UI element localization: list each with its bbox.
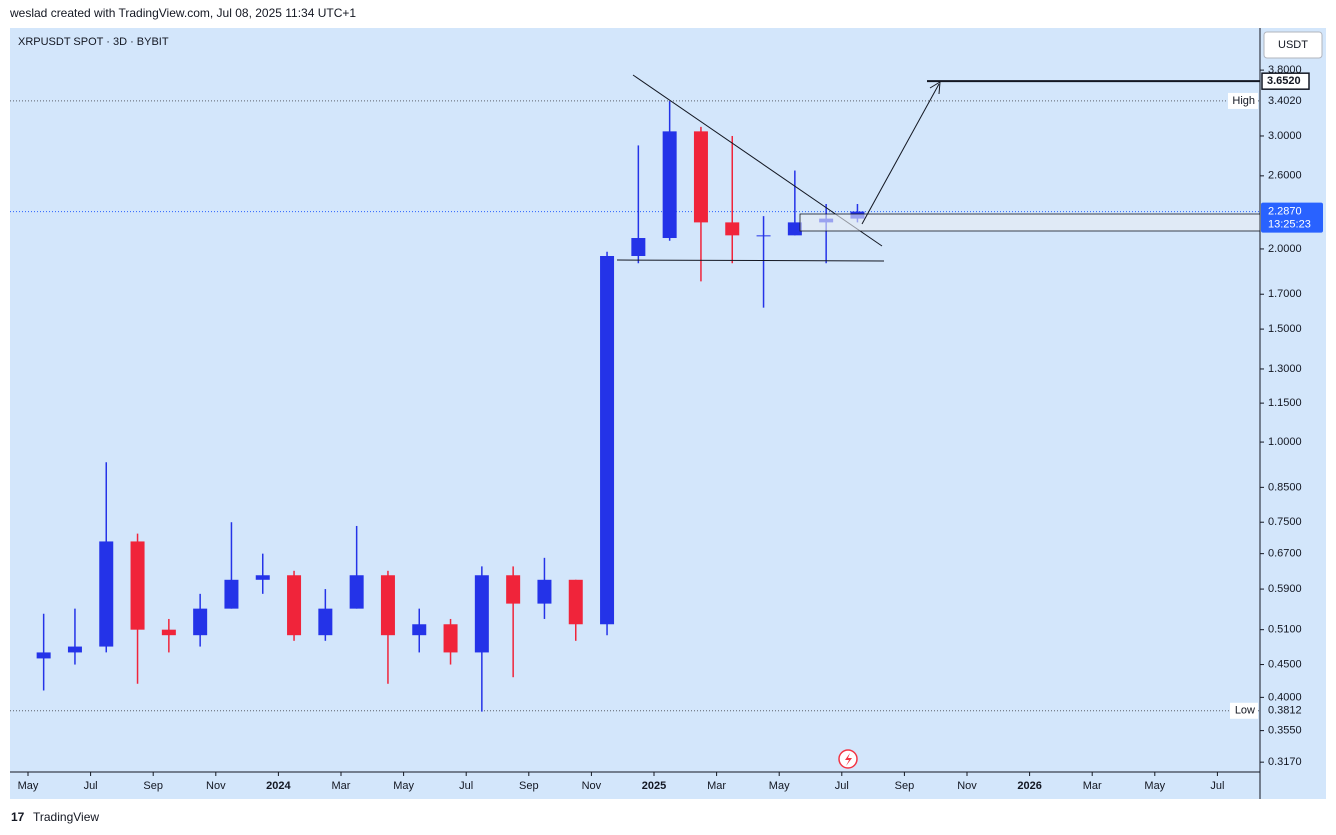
last-price-box — [1261, 202, 1323, 233]
x-tick-label: Mar — [1083, 780, 1102, 792]
candle-body — [725, 222, 740, 236]
candle-body — [756, 235, 771, 237]
y-tick-label: 1.1500 — [1268, 397, 1302, 409]
target-box — [1261, 72, 1310, 90]
time-axis-bg — [10, 772, 1326, 799]
footer: TradingView — [33, 810, 99, 824]
target-label: 3.6520 — [1267, 75, 1301, 87]
x-tick-label: Sep — [143, 780, 163, 792]
candle-body — [380, 575, 395, 636]
candle-body — [193, 608, 208, 636]
candle-body — [349, 575, 364, 609]
high-value: 3.4020 — [1268, 95, 1302, 107]
x-tick-label: Nov — [206, 780, 226, 792]
low-label-bg — [1230, 702, 1258, 719]
y-tick-label: 2.6000 — [1268, 170, 1302, 182]
x-tick-label: May — [1144, 780, 1165, 792]
candle-body — [255, 575, 270, 580]
candle-body — [662, 131, 677, 239]
candle-body — [99, 541, 114, 647]
x-tick-label: Nov — [957, 780, 977, 792]
event-bolt — [845, 753, 852, 766]
arrow — [861, 83, 940, 225]
currency-button[interactable] — [1263, 31, 1323, 59]
y-tick-label: 0.4500 — [1268, 658, 1302, 670]
x-tick-label: Nov — [582, 780, 602, 792]
candle-body — [67, 646, 82, 653]
price-axis-bg — [1260, 28, 1326, 772]
candle-body — [161, 629, 176, 636]
y-tick-label: 0.3550 — [1268, 725, 1302, 737]
high-label-bg — [1228, 92, 1258, 109]
candle-body — [224, 579, 239, 609]
logo-mark: 17 — [11, 810, 25, 824]
y-tick-label: 2.0000 — [1268, 243, 1302, 255]
x-tick-label: May — [393, 780, 414, 792]
x-tick-label: Jul — [459, 780, 473, 792]
y-tick-label: 1.3000 — [1268, 363, 1302, 375]
candle-body — [474, 575, 489, 653]
x-tick-label: 2024 — [266, 780, 291, 792]
header: weslad created with TradingView.com, Jul… — [9, 6, 356, 20]
x-tick-label: Mar — [332, 780, 351, 792]
x-tick-label: Sep — [895, 780, 915, 792]
low-value: 0.3812 — [1268, 705, 1302, 717]
x-tick-label: 2026 — [1017, 780, 1041, 792]
arrow-head — [929, 81, 941, 95]
x-tick-label: Mar — [707, 780, 726, 792]
plot-bg — [10, 28, 1260, 772]
y-tick-label: 1.7000 — [1268, 288, 1302, 300]
countdown: 13:25:23 — [1268, 218, 1311, 230]
range-box — [799, 213, 1261, 232]
y-tick-label: 1.5000 — [1268, 323, 1302, 335]
y-tick-label: 0.7500 — [1268, 516, 1302, 528]
candle-body — [631, 238, 646, 256]
y-tick-label: 0.5900 — [1268, 583, 1302, 595]
last-price: 2.2870 — [1268, 205, 1302, 217]
candle-body — [443, 624, 458, 653]
y-tick-label: 3.0000 — [1268, 130, 1302, 142]
low-label: Low — [1235, 705, 1255, 717]
x-tick-label: Jul — [1210, 780, 1224, 792]
candle-body — [568, 579, 583, 625]
candle-body — [412, 624, 427, 636]
y-tick-label: 0.8500 — [1268, 481, 1302, 493]
candle-body — [787, 222, 802, 236]
candle-body — [36, 652, 51, 659]
x-tick-label: 2025 — [642, 780, 666, 792]
x-tick-label: May — [18, 780, 39, 792]
y-tick-label: 0.5100 — [1268, 624, 1302, 636]
x-tick-label: May — [769, 780, 790, 792]
candle-body — [287, 575, 302, 636]
y-tick-label: 1.0000 — [1268, 436, 1302, 448]
support-line — [616, 259, 885, 262]
candle-body — [600, 255, 615, 625]
candle-body — [693, 131, 708, 223]
candle-body — [130, 541, 145, 630]
high-label: High — [1232, 95, 1255, 107]
currency[interactable]: USDT — [1278, 39, 1308, 51]
y-tick-label: 0.6700 — [1268, 548, 1302, 560]
candle-body — [537, 579, 552, 604]
y-tick-label: 0.4000 — [1268, 691, 1302, 703]
x-tick-label: Sep — [519, 780, 539, 792]
x-tick-label: Jul — [835, 780, 849, 792]
candle-body — [318, 608, 333, 636]
candle-body — [506, 575, 521, 604]
y-tick-label: 0.3170 — [1268, 756, 1302, 768]
x-tick-label: Jul — [84, 780, 98, 792]
chart-title: XRPUSDT SPOT · 3D · BYBIT — [18, 36, 169, 48]
